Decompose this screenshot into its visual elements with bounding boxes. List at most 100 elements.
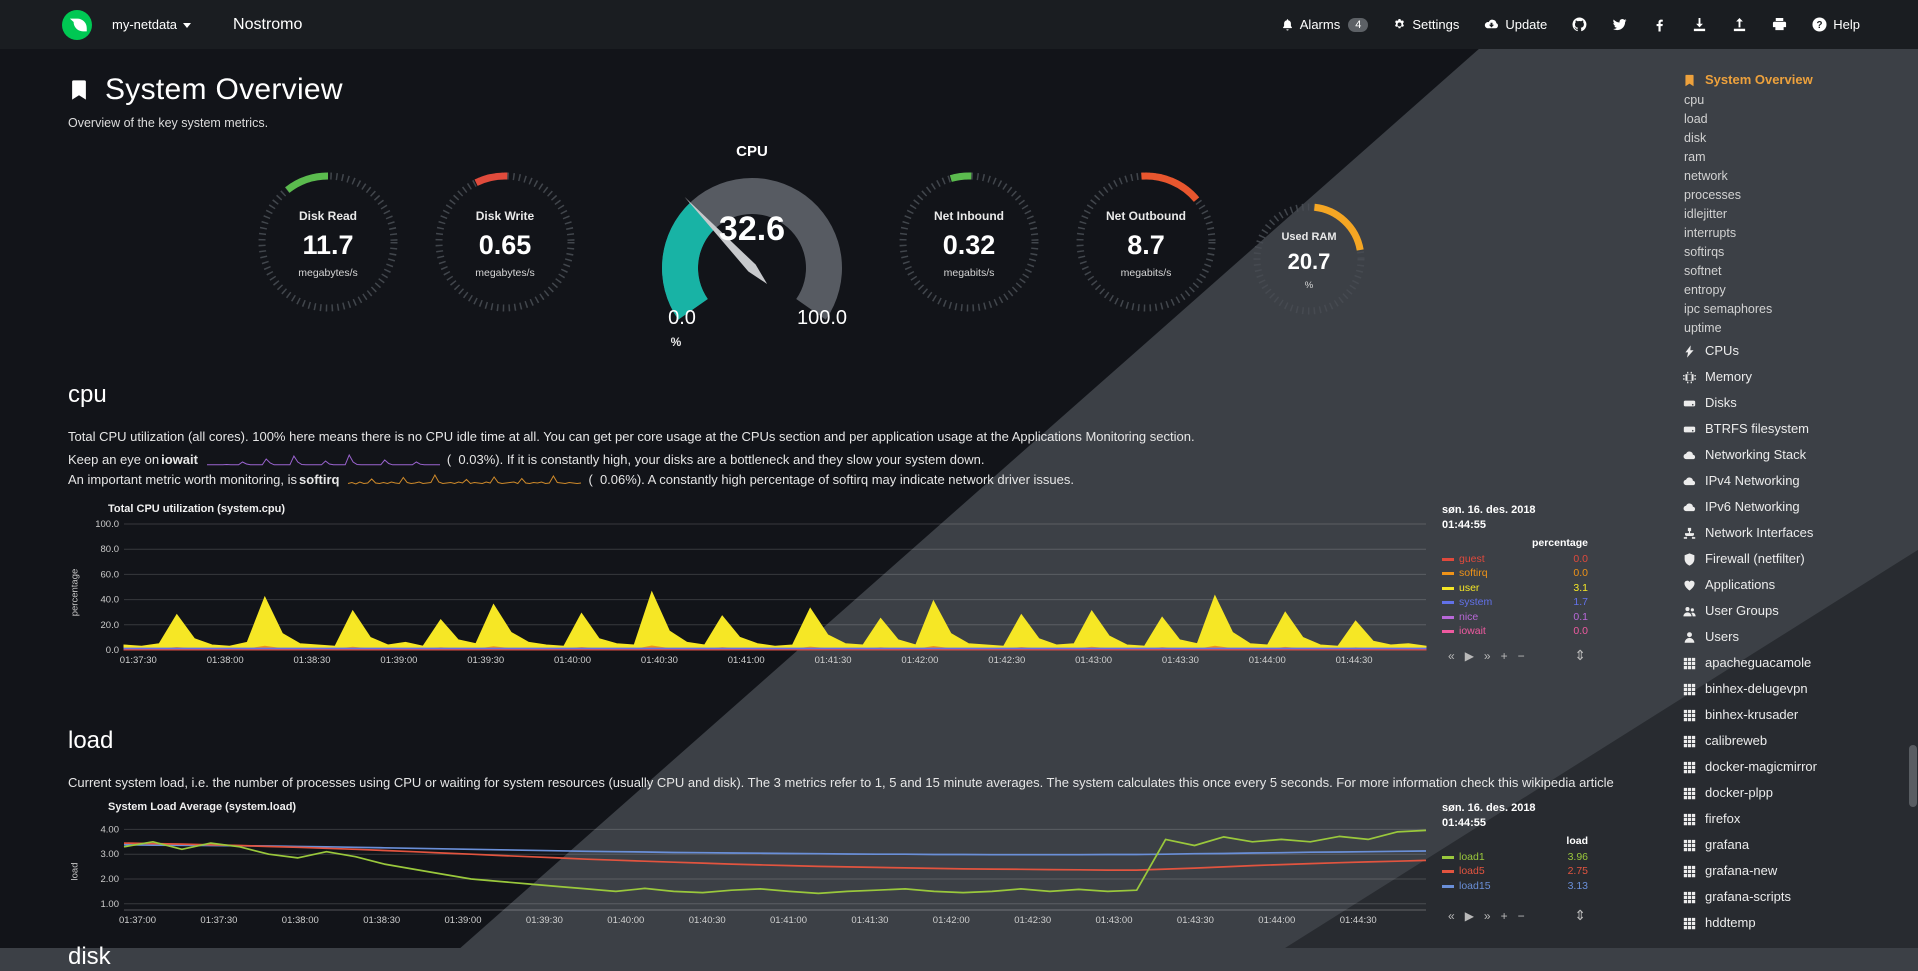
sidebar-item-grafana[interactable]: grafana [1682,832,1912,858]
help-button[interactable]: ? Help [1812,17,1860,32]
pan-forward-button[interactable]: » [1483,648,1491,663]
sidebar-subitem-ram[interactable]: ram [1684,150,1706,164]
svg-text:80.0: 80.0 [101,544,120,555]
disk-write-gauge[interactable]: Disk Write 0.65 megabytes/s [430,167,580,317]
sidebar-item-disks[interactable]: Disks [1682,390,1912,416]
legend-item-system[interactable]: system 1.7 [1442,595,1588,610]
sidebar-item-memory[interactable]: Memory [1682,364,1912,390]
sidebar-item-cpus[interactable]: CPUs [1682,338,1912,364]
net-outbound-gauge[interactable]: Net Outbound 8.7 megabits/s [1071,167,1221,317]
sidebar-subitem-cpu[interactable]: cpu [1684,93,1705,107]
sidebar-subitem-softirqs[interactable]: softirqs [1684,245,1725,259]
sidebar-item-binhex-delugevpn[interactable]: binhex-delugevpn [1682,676,1912,702]
zoom-in-button[interactable]: + [1500,648,1508,663]
resize-handle[interactable]: ⇕ [1574,647,1586,664]
upload-icon [1732,17,1747,32]
grid-icon [1682,709,1697,722]
sidebar-item-firewall-netfilter-[interactable]: Firewall (netfilter) [1682,546,1912,572]
sidebar-item-grafana-new[interactable]: grafana-new [1682,858,1912,884]
svg-text:40.0: 40.0 [101,595,120,606]
zoom-out-button[interactable]: − [1517,648,1525,663]
twitter-button[interactable] [1612,17,1627,32]
legend-item-nice[interactable]: nice 0.1 [1442,610,1588,625]
legend-item-user[interactable]: user 3.1 [1442,581,1588,596]
used-ram-gauge[interactable]: Used RAM 20.7 % [1248,198,1370,320]
hostname-dropdown[interactable]: my-netdata [112,17,192,32]
sidebar-item-ipv6-networking[interactable]: IPv6 Networking [1682,494,1912,520]
sidebar-item-ipv4-networking[interactable]: IPv4 Networking [1682,468,1912,494]
legend-item-iowait[interactable]: iowait 0.0 [1442,624,1588,639]
sidebar-subitem-softnet[interactable]: softnet [1684,264,1722,278]
zoom-in-button[interactable]: + [1500,908,1508,923]
sidebar: System Overview cpu load disk ram network proc… [1668,49,1918,948]
sidebar-subitem-uptime[interactable]: uptime [1684,321,1722,335]
settings-button[interactable]: Settings [1393,17,1459,32]
pan-backward-button[interactable]: « [1448,908,1455,923]
wikipedia-link[interactable]: wikipedia article [1521,775,1614,791]
sidebar-item-networking-stack[interactable]: Networking Stack [1682,442,1912,468]
sidebar-subitem-entropy[interactable]: entropy [1684,283,1726,297]
grid-icon [1682,917,1697,930]
sidebar-item-docker-plpp[interactable]: docker-plpp [1682,780,1912,806]
legend-series-name: load1 [1459,850,1485,863]
iowait-keyword: iowait [161,452,198,468]
sidebar-item-calibreweb[interactable]: calibreweb [1682,728,1912,754]
sidebar-item-network-interfaces[interactable]: Network Interfaces [1682,520,1912,546]
legend-item-load5[interactable]: load5 2.75 [1442,864,1588,879]
iowait-text-pre: Keep an eye on [68,452,160,468]
svg-text:01:40:30: 01:40:30 [689,915,726,926]
resize-handle[interactable]: ⇕ [1574,907,1586,924]
legend-swatch [1442,586,1454,590]
sidebar-item-apacheguacamole[interactable]: apacheguacamole [1682,650,1912,676]
iowait-sparkline[interactable] [206,453,441,467]
pan-forward-button[interactable]: » [1483,908,1491,923]
legend-item-softirq[interactable]: softirq 0.0 [1442,566,1588,581]
scrollbar[interactable] [1908,52,1917,945]
sidebar-item-firefox[interactable]: firefox [1682,806,1912,832]
import-button[interactable] [1692,17,1707,32]
alarms-button[interactable]: Alarms 4 [1281,17,1369,32]
legend-series-value: 3.96 [1567,850,1588,863]
netdata-logo-icon[interactable] [62,9,92,40]
print-button[interactable] [1772,17,1787,32]
sidebar-item-docker-magicmirror[interactable]: docker-magicmirror [1682,754,1912,780]
export-button[interactable] [1732,17,1747,32]
update-button[interactable]: Update [1484,17,1547,32]
zoom-out-button[interactable]: − [1517,908,1525,923]
legend-item-guest[interactable]: guest 0.0 [1442,552,1588,567]
play-button[interactable]: ▶ [1464,908,1474,923]
pan-backward-button[interactable]: « [1448,648,1455,663]
net-inbound-gauge[interactable]: Net Inbound 0.32 megabits/s [894,167,1044,317]
disk-read-gauge[interactable]: Disk Read 11.7 megabytes/s [253,167,403,317]
svg-text:01:44:30: 01:44:30 [1336,655,1373,666]
github-button[interactable] [1572,17,1587,32]
cpu-chart-canvas[interactable]: 0.0 20.0 40.0 60.0 80.0 100.0 01:37:30 01:38:00… [82,517,1432,667]
sidebar-item-hddtemp[interactable]: hddtemp [1682,910,1912,936]
load-chart-canvas[interactable]: 1.00 2.00 3.00 4.00 01:37:00 01:37:30 01:38:00… [82,815,1432,927]
legend-item-load1[interactable]: load1 3.96 [1442,850,1588,865]
page-subtitle: Overview of the key system metrics. [68,116,269,130]
svg-text:01:42:30: 01:42:30 [988,655,1025,666]
sidebar-subitem-disk[interactable]: disk [1684,131,1707,145]
sidebar-item-btrfs-filesystem[interactable]: BTRFS filesystem [1682,416,1912,442]
cloud-update-icon [1484,17,1499,32]
legend-units: load [1566,834,1588,847]
scrollbar-thumb[interactable] [1909,745,1917,807]
sidebar-item-system-overview[interactable]: System Overview [1682,69,1912,91]
cpu-gauge[interactable]: CPU 32.6 0.0 100.0 % [623,143,881,367]
softirq-sparkline[interactable] [347,473,582,487]
sidebar-subitem-ipc-semaphores[interactable]: ipc semaphores [1684,302,1773,316]
sidebar-subitem-idlejitter[interactable]: idlejitter [1684,207,1728,221]
sidebar-item-user-groups[interactable]: User Groups [1682,598,1912,624]
sidebar-item-applications[interactable]: Applications [1682,572,1912,598]
sidebar-subitem-interrupts[interactable]: interrupts [1684,226,1737,240]
sidebar-item-binhex-krusader[interactable]: binhex-krusader [1682,702,1912,728]
facebook-button[interactable] [1652,17,1667,32]
sidebar-subitem-load[interactable]: load [1684,112,1708,126]
sidebar-item-grafana-scripts[interactable]: grafana-scripts [1682,884,1912,910]
sidebar-item-users[interactable]: Users [1682,624,1912,650]
legend-item-load15[interactable]: load15 3.13 [1442,879,1588,894]
sidebar-subitem-processes[interactable]: processes [1684,188,1741,202]
sidebar-subitem-network[interactable]: network [1684,169,1728,183]
play-button[interactable]: ▶ [1464,648,1474,663]
